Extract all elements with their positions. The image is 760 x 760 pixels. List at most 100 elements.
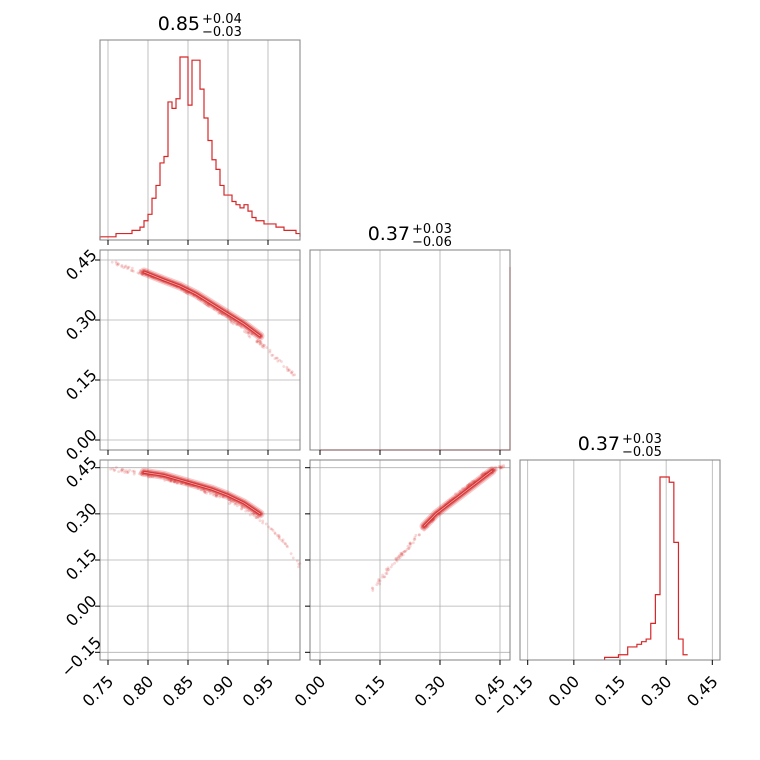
- sample-point: [377, 579, 381, 583]
- sample-point: [499, 466, 502, 470]
- sample-point: [289, 552, 293, 556]
- sample-point: [217, 312, 221, 315]
- sample-point: [234, 502, 238, 506]
- frame-hist-2: [309, 249, 511, 451]
- sample-point: [412, 538, 416, 541]
- sample-point: [493, 469, 497, 472]
- sample-point: [122, 266, 126, 270]
- sample-point: [291, 556, 295, 560]
- sample-point: [401, 550, 405, 554]
- sample-point: [109, 467, 113, 471]
- contour-highlight: [143, 471, 261, 515]
- sample-point: [172, 480, 176, 484]
- y-tick-label: 0.45: [62, 453, 101, 492]
- sample-point: [493, 468, 497, 472]
- sample-point: [470, 480, 474, 483]
- sample-point: [400, 552, 404, 556]
- y-tick-label: 0.15: [62, 365, 101, 404]
- sample-point: [120, 264, 124, 267]
- yticks-scatter-3: [305, 467, 310, 653]
- sample-point: [371, 589, 375, 592]
- sample-point: [408, 542, 412, 546]
- x-tick-label: 0.85: [159, 672, 198, 711]
- sample-point: [211, 493, 215, 497]
- sample-point: [242, 330, 246, 333]
- sample-point: [240, 504, 244, 508]
- sample-point: [136, 271, 140, 275]
- sample-point: [123, 471, 126, 474]
- sample-point: [255, 340, 259, 344]
- panel-scatter-3: 0.00 0.15 0.30 0.45: [291, 459, 511, 711]
- sample-point: [229, 320, 233, 324]
- sample-point: [141, 473, 144, 477]
- sample-point: [147, 475, 150, 479]
- scatter-points-2: [109, 465, 302, 569]
- sample-point: [393, 561, 396, 565]
- sample-point: [499, 465, 503, 469]
- x-tick-label: 0.30: [637, 672, 676, 711]
- sample-point: [277, 533, 281, 537]
- sample-point: [240, 506, 244, 510]
- sample-point: [498, 466, 502, 470]
- sample-point: [123, 265, 127, 269]
- sample-point: [385, 572, 389, 575]
- sample-point: [255, 340, 259, 344]
- sample-point: [233, 502, 237, 506]
- sample-point: [407, 547, 411, 551]
- sample-point: [197, 297, 200, 301]
- sample-point: [371, 587, 375, 590]
- sample-point: [228, 318, 232, 321]
- sample-point: [251, 512, 255, 516]
- sample-point: [258, 342, 262, 346]
- sample-point: [420, 526, 424, 530]
- sample-point: [203, 302, 207, 305]
- sample-point: [203, 491, 207, 494]
- sample-point: [242, 506, 246, 510]
- sample-point: [239, 324, 243, 328]
- sample-point: [281, 538, 285, 542]
- sample-point: [389, 565, 393, 569]
- histogram-3: [604, 476, 688, 660]
- sample-point: [254, 516, 258, 519]
- sample-point: [121, 467, 124, 471]
- sample-point: [185, 292, 189, 295]
- sample-point: [283, 542, 287, 545]
- sample-point: [413, 537, 417, 541]
- sample-point: [168, 479, 172, 483]
- sample-point: [220, 312, 224, 316]
- sample-point: [250, 332, 254, 336]
- sample-point: [169, 479, 173, 482]
- sample-point: [256, 340, 260, 344]
- sample-point: [390, 563, 394, 566]
- sample-point: [229, 319, 233, 322]
- sample-point: [268, 350, 272, 354]
- sample-point: [207, 305, 211, 308]
- sample-point: [258, 519, 262, 523]
- y-tick-label: −0.15: [57, 633, 105, 681]
- sample-point: [228, 498, 232, 502]
- panel-scatter-2: 0.75 0.80 0.85 0.90 0.95 −0.150.00 0.15 0.30 0.…: [57, 453, 302, 711]
- sample-point: [395, 559, 399, 563]
- sample-point: [408, 542, 412, 546]
- sample-point: [113, 468, 117, 472]
- sample-point: [271, 353, 275, 357]
- sample-point: [214, 494, 218, 498]
- sample-point: [258, 340, 262, 343]
- sample-point: [180, 481, 184, 485]
- title-hist-3-plus: +0.03: [622, 432, 662, 447]
- sample-point: [480, 473, 483, 477]
- x-tick-label: 0.15: [591, 672, 630, 711]
- sample-point: [169, 479, 173, 483]
- y-tick-label: 0.00: [62, 591, 101, 630]
- sample-point: [120, 468, 123, 472]
- sample-point: [274, 356, 278, 360]
- density-contour: [141, 269, 263, 339]
- sample-point: [413, 536, 417, 539]
- sample-point: [183, 290, 186, 293]
- sample-point: [166, 478, 169, 482]
- sample-point: [247, 334, 251, 338]
- sample-point: [408, 541, 412, 545]
- sample-point: [400, 554, 403, 558]
- sample-point: [184, 290, 188, 294]
- sample-point: [218, 311, 222, 314]
